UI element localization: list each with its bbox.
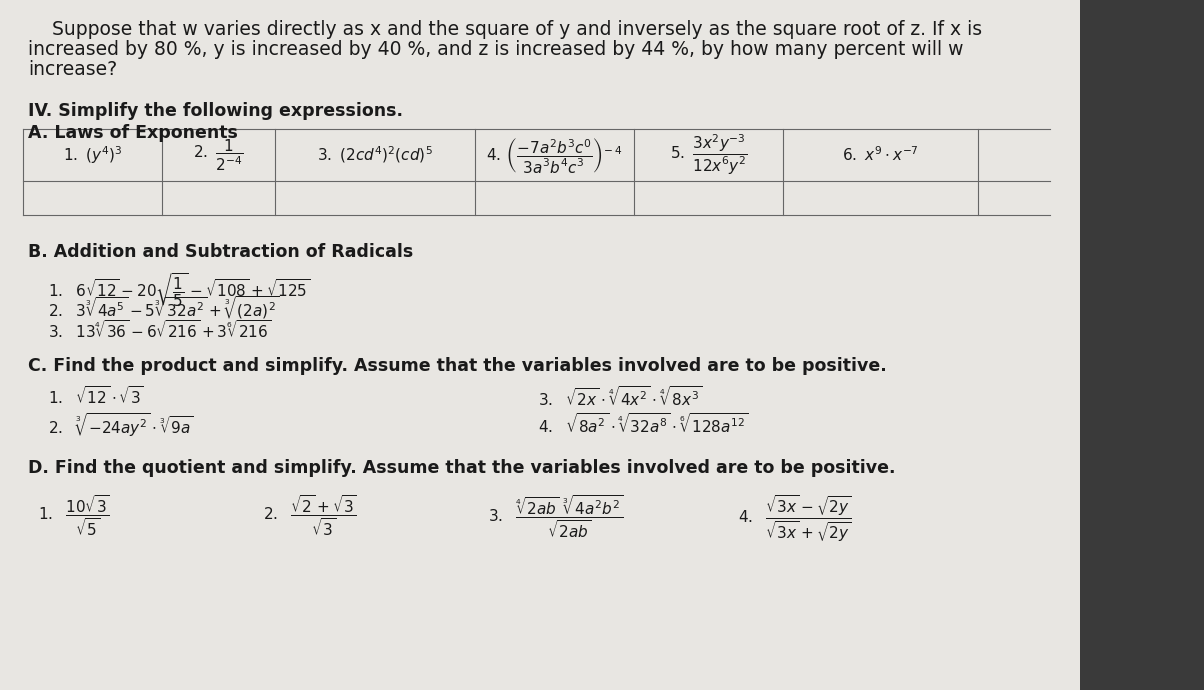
Bar — [1080, 0, 1204, 690]
Text: $3.\ \ \dfrac{\sqrt[4]{2ab}\ \sqrt[3]{4a^2b^2}}{\sqrt{2ab}}$: $3.\ \ \dfrac{\sqrt[4]{2ab}\ \sqrt[3]{4a… — [488, 493, 624, 540]
Text: $5.\ \dfrac{3x^2y^{-3}}{12x^6y^2}$: $5.\ \dfrac{3x^2y^{-3}}{12x^6y^2}$ — [669, 133, 748, 177]
Text: $1.\ \ \sqrt{12}\cdot\sqrt{3}$: $1.\ \ \sqrt{12}\cdot\sqrt{3}$ — [48, 385, 143, 407]
Bar — [0, 0, 1080, 690]
Text: B. Addition and Subtraction of Radicals: B. Addition and Subtraction of Radicals — [28, 243, 413, 261]
Text: C. Find the product and simplify. Assume that the variables involved are to be p: C. Find the product and simplify. Assume… — [28, 357, 887, 375]
Text: $1.\ \ \dfrac{10\sqrt{3}}{\sqrt{5}}$: $1.\ \ \dfrac{10\sqrt{3}}{\sqrt{5}}$ — [39, 493, 110, 538]
Text: $2.\ \ \dfrac{\sqrt{2}+\sqrt{3}}{\sqrt{3}}$: $2.\ \ \dfrac{\sqrt{2}+\sqrt{3}}{\sqrt{3… — [262, 493, 356, 538]
Text: increase?: increase? — [28, 60, 117, 79]
Text: IV. Simplify the following expressions.: IV. Simplify the following expressions. — [28, 102, 403, 120]
Text: $2.\ \ 3\sqrt[3]{4a^5}-5\sqrt[3]{32a^2}+\sqrt[3]{(2a)^2}$: $2.\ \ 3\sqrt[3]{4a^5}-5\sqrt[3]{32a^2}+… — [48, 295, 279, 322]
Text: $2.\ \ \sqrt[3]{-24ay^2}\cdot\sqrt[3]{9a}$: $2.\ \ \sqrt[3]{-24ay^2}\cdot\sqrt[3]{9a… — [48, 412, 194, 440]
Text: $3.\ \ 13\sqrt[4]{36}-6\sqrt{216}+3\sqrt[6]{216}$: $3.\ \ 13\sqrt[4]{36}-6\sqrt{216}+3\sqrt… — [48, 319, 271, 341]
Text: $4.\ \!\left(\dfrac{-7a^2b^3c^0}{3a^3b^4c^3}\right)^{\!-4}$: $4.\ \!\left(\dfrac{-7a^2b^3c^0}{3a^3b^4… — [486, 135, 622, 175]
Text: $1.\ \ 6\sqrt{12}-20\sqrt{\dfrac{1}{5}}-\sqrt{108}+\sqrt{125}$: $1.\ \ 6\sqrt{12}-20\sqrt{\dfrac{1}{5}}-… — [48, 271, 311, 308]
Text: increased by 80 %, y is increased by 40 %, and z is increased by 44 %, by how ma: increased by 80 %, y is increased by 40 … — [28, 40, 963, 59]
Text: A. Laws of Exponents: A. Laws of Exponents — [28, 124, 238, 142]
Text: $1.\ (y^4)^3$: $1.\ (y^4)^3$ — [63, 144, 122, 166]
Text: $3.\ (2cd^4)^2(cd)^5$: $3.\ (2cd^4)^2(cd)^5$ — [317, 145, 432, 166]
Text: D. Find the quotient and simplify. Assume that the variables involved are to be : D. Find the quotient and simplify. Assum… — [28, 459, 896, 477]
Text: Suppose that w varies directly as x and the square of y and inversely as the squ: Suppose that w varies directly as x and … — [28, 20, 982, 39]
Text: $4.\ \ \dfrac{\sqrt{3x}-\sqrt{2y}}{\sqrt{3x}+\sqrt{2y}}$: $4.\ \ \dfrac{\sqrt{3x}-\sqrt{2y}}{\sqrt… — [738, 493, 851, 544]
Text: $4.\ \ \sqrt{8a^2}\cdot\sqrt[4]{32a^8}\cdot\sqrt[6]{128a^{12}}$: $4.\ \ \sqrt{8a^2}\cdot\sqrt[4]{32a^8}\c… — [538, 412, 749, 436]
Text: $6.\ x^9\cdot x^{-7}$: $6.\ x^9\cdot x^{-7}$ — [842, 146, 919, 164]
Text: $3.\ \ \sqrt{2x}\cdot\sqrt[4]{4x^2}\cdot\sqrt[4]{8x^3}$: $3.\ \ \sqrt{2x}\cdot\sqrt[4]{4x^2}\cdot… — [538, 385, 702, 409]
Text: $2.\ \dfrac{1}{2^{-4}}$: $2.\ \dfrac{1}{2^{-4}}$ — [193, 137, 243, 172]
